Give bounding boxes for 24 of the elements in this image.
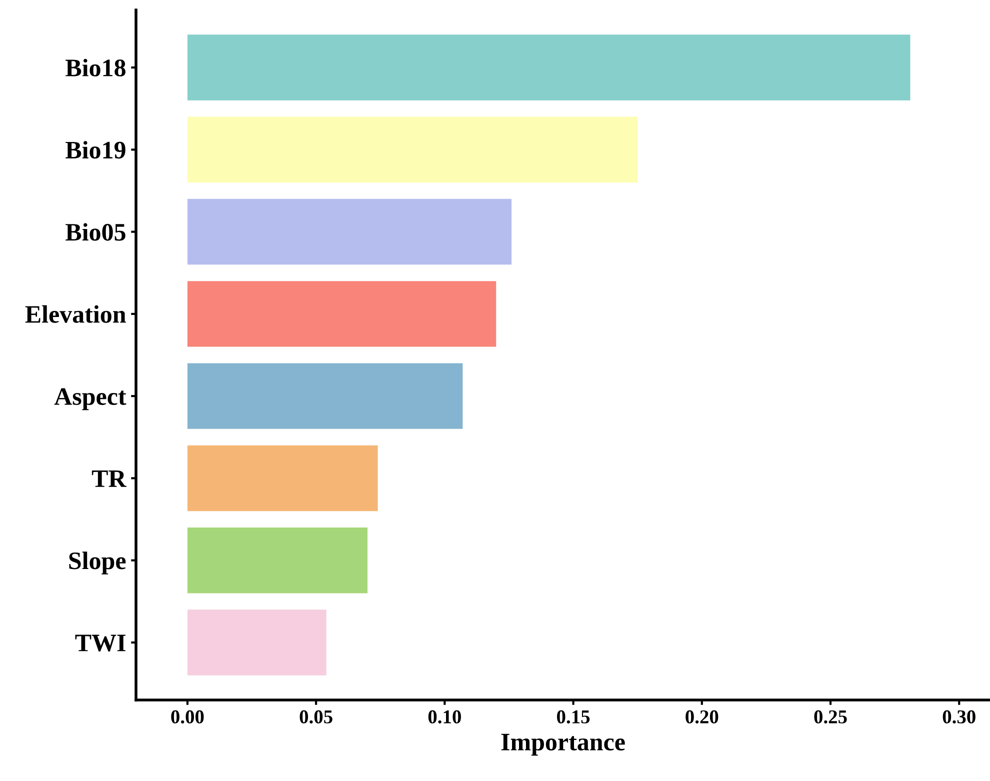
- x-tick-label: 0.10: [428, 710, 461, 724]
- bar: [187, 610, 326, 676]
- y-tick-label: Elevation: [25, 305, 126, 323]
- y-tick-label: Bio18: [66, 58, 126, 76]
- x-tick-label: 0.20: [686, 710, 718, 724]
- bar: [187, 34, 910, 100]
- y-tick-label: Slope: [69, 552, 126, 574]
- x-axis-title: Importance: [501, 734, 625, 756]
- bar: [187, 528, 368, 594]
- bar: [187, 445, 378, 512]
- y-tick-label: Aspect: [54, 388, 126, 410]
- x-tick-label: 0.05: [300, 710, 332, 724]
- bar: [187, 363, 463, 429]
- bar: [187, 116, 638, 182]
- x-tick-label: 0.00: [171, 710, 204, 724]
- x-tick-label: 0.30: [942, 710, 976, 724]
- y-tick-label: TWI: [75, 634, 126, 652]
- bar: [187, 198, 512, 265]
- bar: [187, 281, 496, 347]
- y-tick-label: Bio05: [66, 223, 126, 241]
- y-tick-label: Bio19: [66, 140, 126, 159]
- x-tick-label: 0.15: [557, 710, 590, 724]
- y-tick-label: TR: [92, 470, 126, 487]
- x-tick-label: 0.25: [814, 710, 847, 724]
